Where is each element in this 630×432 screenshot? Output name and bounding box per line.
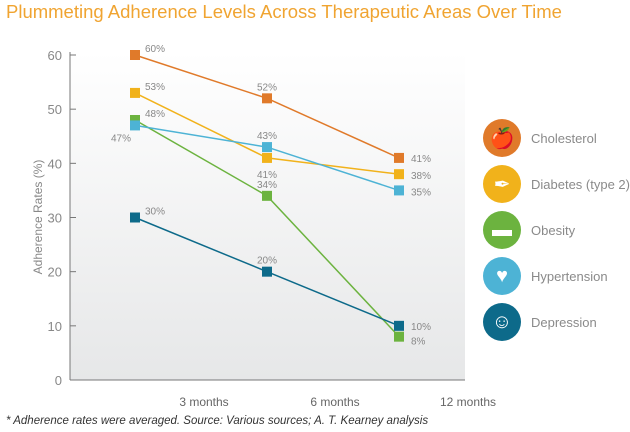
legend-label: Hypertension <box>531 268 608 284</box>
data-label: 60% <box>145 44 165 55</box>
legend-item: ☺ Depression <box>483 303 597 341</box>
x-tick-label: 12 months <box>440 395 496 409</box>
y-tick-label: 60 <box>48 48 62 63</box>
legend-label: Obesity <box>531 222 576 238</box>
data-point <box>394 152 404 163</box>
data-point <box>394 169 404 180</box>
y-tick-label: 20 <box>48 265 62 280</box>
apple-icon: 🍎 <box>483 119 521 157</box>
y-tick-label: 0 <box>55 373 62 388</box>
legend-item: ✒ Diabetes (type 2) <box>483 165 630 203</box>
y-axis-label: Adherence Rates (%) <box>31 160 45 275</box>
data-label: 48% <box>145 109 165 120</box>
data-label: 53% <box>145 82 165 93</box>
legend-item: 🍎 Cholesterol <box>483 119 597 157</box>
data-label: 20% <box>257 256 277 267</box>
data-point <box>394 320 404 331</box>
legend-item: ♥ Hypertension <box>483 257 608 295</box>
data-label: 43% <box>257 131 277 142</box>
data-label: 34% <box>257 180 277 191</box>
data-point <box>130 120 140 131</box>
data-label: 41% <box>411 154 431 165</box>
y-tick-label: 30 <box>48 211 62 226</box>
data-point <box>262 142 272 153</box>
data-point <box>394 331 404 342</box>
y-tick-label: 40 <box>48 156 62 171</box>
data-label: 47% <box>111 133 131 144</box>
data-point <box>262 266 272 277</box>
data-point <box>262 152 272 163</box>
data-point <box>130 115 140 125</box>
data-label: 38% <box>411 171 431 182</box>
chart-title: Plummeting Adherence Levels Across Thera… <box>6 1 562 22</box>
data-point <box>262 93 272 104</box>
data-label: 35% <box>411 187 431 198</box>
legend-label: Cholesterol <box>531 130 597 146</box>
data-point <box>130 87 140 98</box>
data-point <box>394 185 404 196</box>
data-label: 8% <box>411 337 426 348</box>
data-label: 30% <box>145 207 165 218</box>
data-label: 10% <box>411 322 431 333</box>
data-point <box>130 212 140 223</box>
x-tick-label: 3 months <box>179 395 228 409</box>
head-brain-icon: ☺ <box>483 303 521 341</box>
legend-item: ▬ Obesity <box>483 211 575 249</box>
x-tick-label: 6 months <box>310 395 359 409</box>
tape-measure-icon: ▬ <box>483 211 521 249</box>
legend-label: Depression <box>531 314 597 330</box>
legend-label: Diabetes (type 2) <box>531 176 630 192</box>
data-label: 41% <box>257 170 277 181</box>
y-tick-label: 50 <box>48 102 62 117</box>
data-label: 52% <box>257 82 277 93</box>
y-tick-label: 10 <box>48 319 62 334</box>
heart-pulse-icon: ♥ <box>483 257 521 295</box>
data-point <box>262 190 272 201</box>
data-point <box>130 50 140 60</box>
syringe-icon: ✒ <box>483 165 521 203</box>
footnote: * Adherence rates were averaged. Source:… <box>6 415 429 427</box>
